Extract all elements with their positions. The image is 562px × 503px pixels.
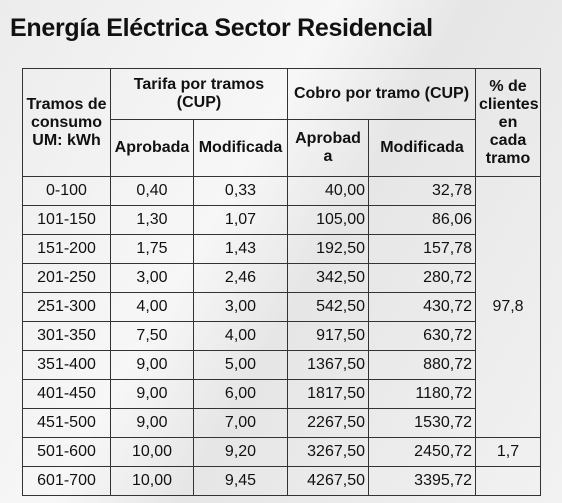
table-cell: 630,72 [367, 321, 477, 351]
table-cell: 101-150 [22, 205, 111, 235]
table-cell: 32,78 [367, 176, 477, 206]
table-cell: 880,72 [367, 350, 477, 380]
table-row: 251-300 4,00 3,00 542,50 430,72 [22, 292, 541, 322]
table-cell: 2267,50 [287, 408, 369, 438]
header-cell: Tramos de consumo UM: kWh [22, 68, 111, 177]
table-cell: 7,50 [110, 321, 194, 351]
clients-cell [475, 466, 542, 496]
tariff-table: Tramos de consumo UM: kWh Tarifa por tra… [22, 68, 542, 496]
table-row: 451-500 9,00 7,00 2267,50 1530,72 [22, 408, 541, 438]
table-row: 301-350 7,50 4,00 917,50 630,72 [22, 321, 541, 351]
table-cell: 3,00 [110, 263, 194, 293]
table-row: 0-100 0,40 0,33 40,00 32,78 97,8 [22, 176, 542, 438]
table-cell: 10,00 [110, 437, 194, 467]
table-row: 601-700 10,00 9,45 4267,50 3395,72 [22, 466, 542, 496]
table-cell: 9,00 [110, 408, 194, 438]
table-cell: 5,00 [193, 350, 288, 380]
table-cell: 1530,72 [367, 408, 477, 438]
table-cell: 2450,72 [367, 437, 477, 467]
table-cell: 351-400 [22, 350, 111, 380]
table-cell: 3395,72 [367, 466, 477, 496]
table-cell: 251-300 [22, 292, 111, 322]
table-cell: 105,00 [287, 205, 369, 235]
table-row: 501-600 10,00 9,20 3267,50 2450,72 1,7 [22, 437, 542, 467]
table-cell: 301-350 [22, 321, 111, 351]
clients-cell: 97,8 [475, 176, 542, 438]
table-cell: 1,75 [110, 234, 194, 264]
table-cell: 9,45 [193, 466, 288, 496]
table-body: 0-100 0,40 0,33 40,00 32,78 97,8 101-150 1,30 1,… [22, 176, 542, 496]
subheader-cell: Modificada [193, 119, 288, 177]
table-cell: 151-200 [22, 234, 111, 264]
subheader-cell: Aprobada [287, 119, 369, 177]
table-cell: 1,43 [193, 234, 288, 264]
table-cell: 601-700 [22, 466, 111, 496]
header-cell: Cobro por tramo (CUP) [286, 68, 477, 120]
table-row: 201-250 3,00 2,46 342,50 280,72 [22, 263, 541, 293]
table-row: 151-200 1,75 1,43 192,50 157,78 [22, 234, 541, 264]
table-cell: 1817,50 [287, 379, 369, 409]
table-cell: 1,07 [193, 205, 288, 235]
table-cell: 2,46 [193, 263, 288, 293]
table-cell: 451-500 [22, 408, 111, 438]
table-cell: 1367,50 [287, 350, 369, 380]
table-cell: 1,30 [110, 205, 194, 235]
table-cell: 157,78 [367, 234, 477, 264]
table-cell: 0,40 [110, 176, 194, 206]
clients-cell: 1,7 [475, 437, 542, 467]
table-cell: 430,72 [367, 292, 477, 322]
subheader-cell: Modificada [367, 119, 477, 177]
table-cell: 3267,50 [287, 437, 369, 467]
table-cell: 0,33 [193, 176, 288, 206]
table-cell: 3,00 [193, 292, 288, 322]
table-cell: 4,00 [110, 292, 194, 322]
table-cell: 10,00 [110, 466, 194, 496]
table-cell: 6,00 [193, 379, 288, 409]
title: Energía Eléctrica Sector Residencial [10, 14, 433, 42]
table-cell: 40,00 [287, 176, 369, 206]
table-cell: 201-250 [22, 263, 111, 293]
table-cell: 4267,50 [287, 466, 369, 496]
table-row: 101-150 1,30 1,07 105,00 86,06 [22, 205, 541, 235]
table-cell: 917,50 [287, 321, 369, 351]
subheader-cell: Aprobada [110, 119, 194, 177]
header-cell: Tarifa por tramos (CUP) [110, 68, 288, 120]
table-cell: 4,00 [193, 321, 288, 351]
table-cell: 192,50 [287, 234, 369, 264]
table-cell: 9,20 [193, 437, 288, 467]
table-cell: 1180,72 [367, 379, 477, 409]
table-cell: 280,72 [367, 263, 477, 293]
table-cell: 86,06 [367, 205, 477, 235]
header-cell: % de clientes en cada tramo [475, 68, 542, 177]
table-cell: 9,00 [110, 379, 194, 409]
table-cell: 342,50 [287, 263, 369, 293]
table-cell: 501-600 [22, 437, 111, 467]
table-cell: 9,00 [110, 350, 194, 380]
table-cell: 542,50 [287, 292, 369, 322]
table-row: 401-450 9,00 6,00 1817,50 1180,72 [22, 379, 541, 409]
table-cell: 401-450 [22, 379, 111, 409]
table-cell: 7,00 [193, 408, 288, 438]
table-cell: 0-100 [22, 176, 111, 206]
table-row: 351-400 9,00 5,00 1367,50 880,72 [22, 350, 541, 380]
